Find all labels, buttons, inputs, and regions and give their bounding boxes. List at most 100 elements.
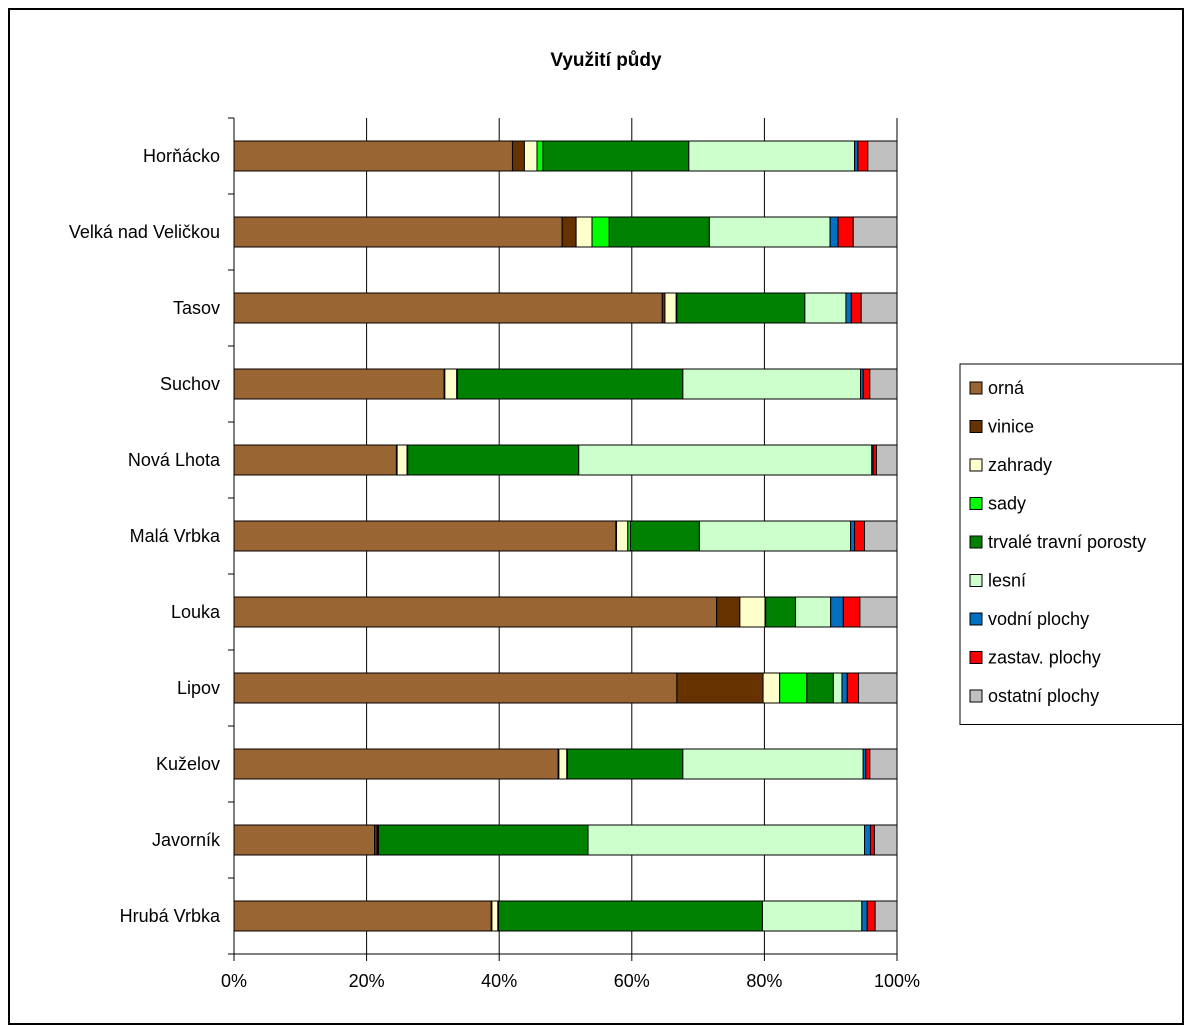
bar-suchov-zastav-plochy (862, 368, 871, 400)
bar-kuzelov-zastav-plochy (865, 748, 871, 780)
legend-item-vinice: vinice (969, 417, 1034, 437)
legend-item-ostatni-plochy: ostatní plochy (969, 686, 1099, 706)
bar-group-nova-lhota (233, 444, 898, 476)
bar-javornik-trvale-travni-porosty (378, 824, 589, 856)
axis-layer: 0% 20% 40% 60% 80% 100% Horňácko Velká nad Veli… (69, 117, 920, 991)
bar-suchov-trvale-travni-porosty (456, 368, 684, 400)
legend-label: vinice (988, 417, 1034, 437)
legend-label: zastav. plochy (988, 648, 1101, 668)
legend-swatch (969, 381, 983, 395)
bar-tasov-trvale-travni-porosty (676, 292, 806, 324)
bar-lipov-sady (779, 672, 808, 704)
bar-hruba-vrbka-vodni-plochy (861, 900, 868, 932)
bar-velka-nad-velickou-vinice (561, 216, 577, 248)
bar-suchov-ostatni-plochy (869, 368, 898, 400)
y-tick-label: Horňácko (143, 146, 220, 166)
legend-label: orná (988, 378, 1025, 398)
bar-hruba-vrbka-lesni (761, 900, 863, 932)
bar-kuzelov-zahrady (558, 748, 568, 780)
y-tick-label: Javorník (152, 830, 221, 850)
bar-velka-nad-velickou-zastav-plochy (837, 216, 854, 248)
bar-suchov-lesni (682, 368, 862, 400)
bar-louka-trvale-travni-porosty (765, 596, 797, 628)
bar-hornacko-sady (536, 140, 544, 172)
bar-mala-vrbka-trvale-travni-porosty (629, 520, 700, 552)
bar-nova-lhota-lesni (578, 444, 873, 476)
bar-mala-vrbka-vodni-plochy (850, 520, 856, 552)
chart-frame: Využití půdy 0% 20% 40% 60% 80% 100% Horňácko V… (8, 8, 1184, 1025)
x-tick-label: 80% (746, 971, 782, 991)
bar-tasov-vodni-plochy (845, 292, 852, 324)
legend-item-lesni: lesní (969, 571, 1026, 591)
y-tick-label: Malá Vrbka (130, 526, 221, 546)
bar-hruba-vrbka-trvale-travni-porosty (498, 900, 763, 932)
bars-layer (233, 140, 898, 932)
bar-group-kuzelov (233, 748, 898, 780)
bar-lipov-ostatni-plochy (858, 672, 898, 704)
legend-item-trvale-travni-porosty: trvalé travní porosty (969, 532, 1146, 552)
bar-louka-vinice (716, 596, 741, 628)
bar-hornacko-zastav-plochy (857, 140, 869, 172)
bar-velka-nad-velickou-zahrady (575, 216, 593, 248)
bar-nova-lhota-zahrady (396, 444, 408, 476)
bar-louka-zahrady (739, 596, 766, 628)
bar-suchov-zahrady (444, 368, 458, 400)
legend-item-zahrady: zahrady (969, 455, 1052, 475)
bar-lipov-lesni (832, 672, 843, 704)
bar-lipov-trvale-travni-porosty (806, 672, 834, 704)
bar-group-hornacko (233, 140, 898, 172)
bar-tasov-zahrady (664, 292, 677, 324)
legend-label: lesní (988, 571, 1026, 591)
bar-hornacko-orna (233, 140, 513, 172)
bar-hruba-vrbka-orna (233, 900, 492, 932)
legend-swatch (969, 689, 983, 703)
legend-swatch (969, 458, 983, 472)
bar-javornik-vodni-plochy (864, 824, 871, 856)
bar-mala-vrbka-orna (233, 520, 617, 552)
legend-label: ostatní plochy (988, 686, 1099, 706)
legend-item-sady: sady (969, 494, 1026, 514)
bar-tasov-orna (233, 292, 663, 324)
bar-hornacko-trvale-travni-porosty (542, 140, 690, 172)
bar-velka-nad-velickou-orna (233, 216, 563, 248)
bar-velka-nad-velickou-ostatni-plochy (852, 216, 898, 248)
bar-nova-lhota-trvale-travni-porosty (407, 444, 580, 476)
x-tick-label: 0% (221, 971, 247, 991)
bar-velka-nad-velickou-lesni (708, 216, 831, 248)
bar-mala-vrbka-ostatni-plochy (864, 520, 898, 552)
legend-item-vodni-plochy: vodní plochy (969, 609, 1089, 629)
legend-swatch (969, 420, 983, 433)
bar-louka-lesni (795, 596, 832, 628)
y-tick-label: Louka (171, 602, 221, 622)
legend-swatch (969, 651, 983, 664)
bar-kuzelov-lesni (682, 748, 864, 780)
bar-javornik-lesni (587, 824, 866, 856)
bar-group-louka (233, 596, 898, 628)
bar-hornacko-vinice (511, 140, 525, 172)
legend-label: zahrady (988, 455, 1052, 475)
x-tick-label: 100% (874, 971, 920, 991)
y-tick-label: Tasov (173, 298, 220, 318)
legend: orná vinice zahrady sady trvalé travní poros… (959, 363, 1182, 725)
bar-mala-vrbka-lesni (698, 520, 852, 552)
bar-hornacko-ostatni-plochy (867, 140, 898, 172)
chart-title: Využití půdy (550, 50, 662, 71)
bar-javornik-ostatni-plochy (873, 824, 898, 856)
y-tick-label: Velká nad Veličkou (69, 222, 220, 242)
legend-swatch (969, 535, 983, 549)
legend-label: trvalé travní porosty (988, 532, 1146, 552)
legend-box (959, 363, 1182, 725)
bar-group-velka-nad-velickou (233, 216, 898, 248)
x-tick-label: 40% (481, 971, 517, 991)
bar-lipov-vinice (676, 672, 764, 704)
bar-tasov-zastav-plochy (850, 292, 862, 324)
legend-item-orna: orná (969, 378, 1025, 398)
bar-hruba-vrbka-ostatni-plochy (874, 900, 898, 932)
bar-javornik-zastav-plochy (869, 824, 875, 856)
legend-label: vodní plochy (988, 609, 1089, 629)
x-tick-label: 20% (349, 971, 385, 991)
legend-swatch (969, 574, 983, 587)
bar-lipov-orna (233, 672, 678, 704)
chart-svg: Využití půdy 0% 20% 40% 60% 80% 100% Horňácko V… (69, 50, 1182, 991)
bar-lipov-zastav-plochy (846, 672, 860, 704)
